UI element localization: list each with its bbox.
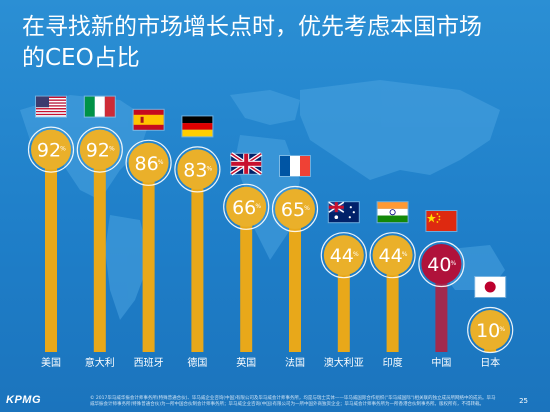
us-flag-icon	[35, 95, 67, 118]
x-tick-label: 印度	[383, 356, 403, 369]
value-bubble	[177, 149, 218, 190]
bar-group: 65 % 法国	[271, 155, 319, 369]
bar	[289, 209, 301, 352]
bar	[337, 255, 350, 352]
value-halo	[27, 126, 75, 173]
bar-group: 10 % 日本	[467, 276, 514, 369]
value-halo	[223, 183, 270, 230]
value-halo	[369, 232, 416, 279]
data-label-unit: %	[402, 251, 408, 258]
x-tick-label: 英国	[236, 356, 256, 369]
data-label-unit: %	[353, 251, 359, 258]
bar	[240, 206, 253, 352]
data-label-unit: %	[60, 146, 66, 153]
value-bubble	[421, 244, 462, 284]
value-halo	[467, 306, 514, 354]
value-bubble	[275, 189, 315, 229]
x-tick-label: 意大利	[85, 356, 115, 369]
x-tick-label: 澳大利亚	[324, 356, 364, 369]
value-bubble	[323, 235, 364, 276]
data-label: 83	[183, 159, 207, 181]
bar-group: 92 % 美国	[27, 95, 75, 369]
value-bubble	[372, 235, 413, 276]
data-label: 65	[281, 199, 305, 221]
value-halo	[76, 126, 123, 173]
bar-group: 92 % 意大利	[76, 95, 123, 369]
bar	[45, 149, 57, 352]
data-label-unit: %	[158, 159, 164, 166]
china-flag-icon	[425, 210, 458, 232]
japan-flag-icon	[474, 276, 507, 298]
germany-flag-icon	[181, 115, 214, 138]
data-label: 40	[427, 254, 451, 276]
bar	[93, 149, 106, 352]
value-bubble	[226, 186, 267, 227]
uk-flag-icon	[230, 152, 263, 176]
bar	[191, 169, 204, 352]
page-number: 25	[519, 397, 528, 405]
italy-flag-icon	[83, 95, 116, 118]
data-label-unit: %	[255, 203, 261, 210]
bar-group: 66 % 英国	[223, 152, 270, 369]
value-halo	[418, 240, 465, 288]
value-halo	[174, 146, 221, 193]
bar	[142, 162, 155, 352]
x-tick-label: 美国	[41, 356, 61, 369]
kpmg-logo: KPMG	[6, 394, 41, 406]
data-label-unit: %	[304, 205, 310, 212]
data-label-unit: %	[451, 260, 457, 267]
australia-flag-icon	[327, 201, 360, 224]
value-bubble	[79, 129, 120, 170]
page-title: 在寻找新的市场增长点时，优先考虑本国市场的CEO占比	[22, 14, 482, 71]
value-bubble	[128, 142, 169, 183]
bar	[386, 255, 399, 352]
bar-group: 83 % 德国	[174, 115, 221, 369]
value-bubble	[470, 310, 511, 350]
data-label-unit: %	[499, 326, 505, 333]
bar-group: 40 % 中国	[418, 210, 465, 369]
value-bubble	[31, 129, 71, 170]
data-label: 66	[232, 197, 256, 219]
bar-group: 44 % 印度	[369, 201, 416, 369]
x-tick-label: 法国	[285, 356, 305, 369]
data-label-unit: %	[207, 165, 213, 172]
data-label: 44	[379, 245, 403, 267]
bar-group: 44 % 澳大利亚	[320, 201, 367, 369]
bar-group: 86 % 西班牙	[125, 108, 172, 369]
x-tick-label: 中国	[431, 356, 451, 369]
copyright-note: © 2017毕马威华振会计师事务所(特殊普通合伙)、毕马威企业咨询(中国)有限公…	[90, 396, 496, 407]
india-flag-icon	[376, 201, 409, 224]
x-tick-label: 德国	[187, 356, 207, 369]
footer: KPMG © 2017毕马威华振会计师事务所(特殊普通合伙)、毕马威企业咨询(中…	[0, 382, 550, 412]
data-label: 92	[37, 140, 61, 162]
data-label-unit: %	[109, 146, 115, 153]
value-halo	[271, 185, 319, 233]
value-halo	[125, 139, 172, 186]
france-flag-icon	[279, 155, 311, 177]
data-label: 92	[86, 140, 110, 162]
x-tick-label: 西班牙	[134, 357, 164, 369]
value-halo	[320, 232, 367, 279]
x-tick-label: 日本	[480, 356, 500, 369]
data-label: 86	[135, 153, 159, 175]
data-label: 10	[476, 320, 500, 342]
data-label: 44	[330, 245, 354, 267]
spain-flag-icon	[132, 108, 165, 131]
